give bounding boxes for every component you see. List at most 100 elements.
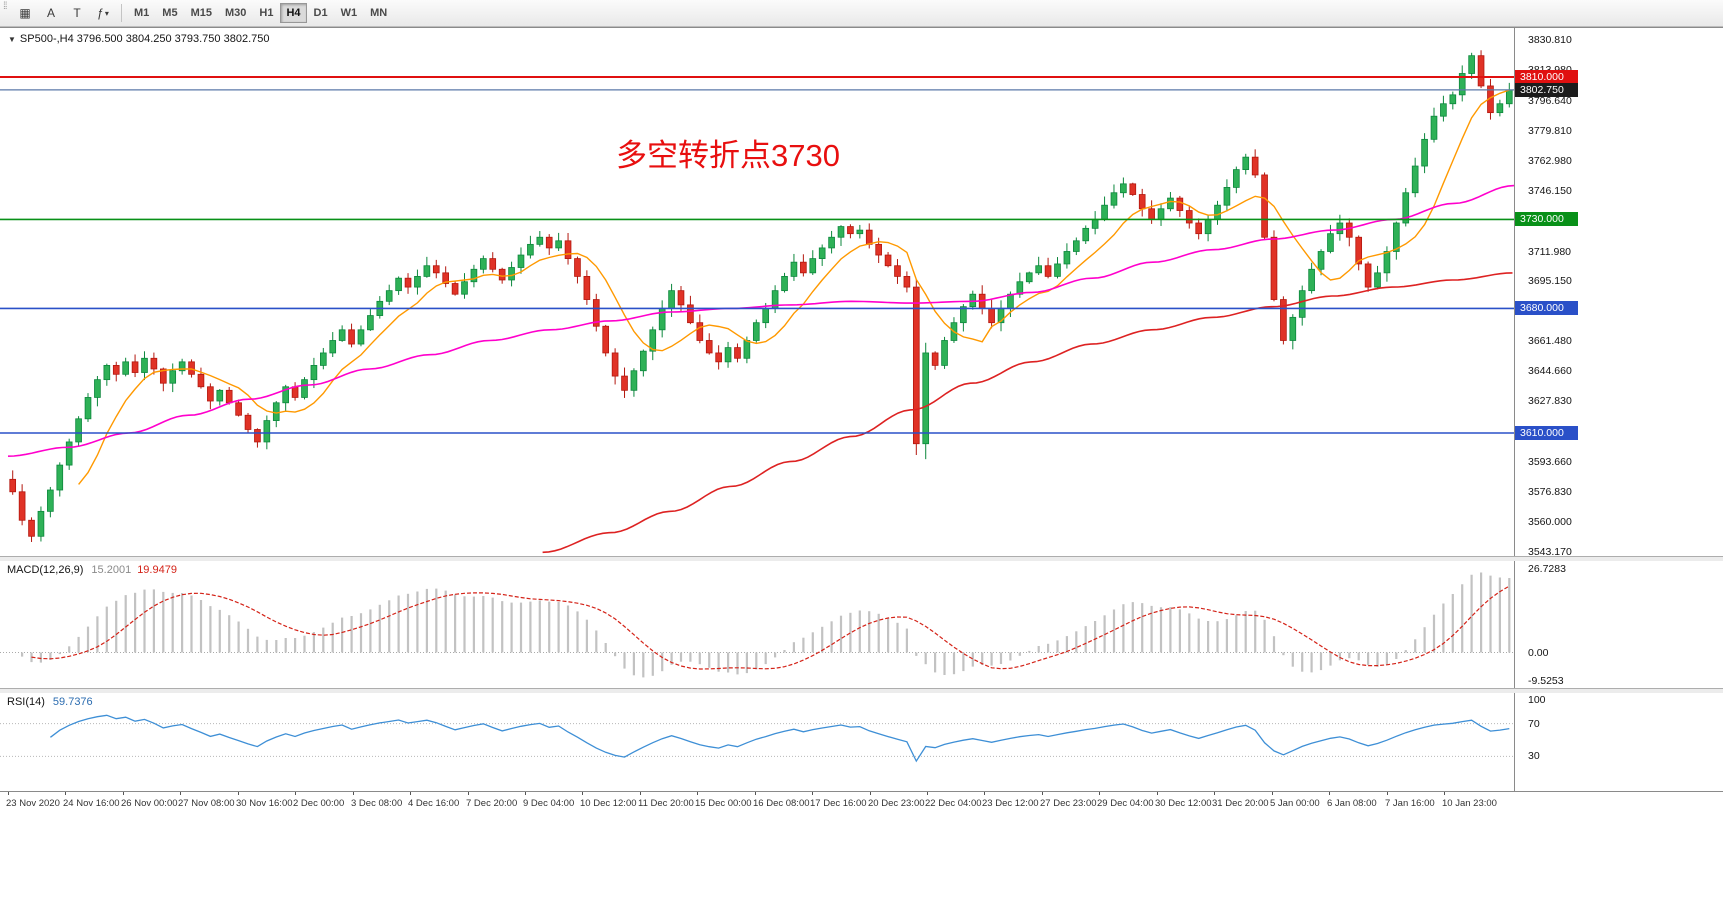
price-chart-panel[interactable]: ▼ SP500-,H4 3796.500 3804.250 3793.750 38…: [0, 27, 1723, 558]
time-axis-label: 29 Dec 04:00: [1097, 798, 1154, 809]
time-axis-label: 2 Dec 00:00: [293, 798, 345, 809]
price-axis-label: 3695.150: [1528, 275, 1572, 287]
time-axis[interactable]: 23 Nov 2020 24 Nov 16:00 26 Nov 00:00 27 No…: [0, 791, 1723, 813]
rsi-scale-70: 70: [1528, 718, 1540, 730]
time-axis-label: 31 Dec 20:00: [1212, 798, 1269, 809]
price-level-badge: 3610.000: [1515, 426, 1578, 440]
time-axis-label: 26 Nov 00:00: [121, 798, 178, 809]
time-axis-label: 22 Dec 04:00: [925, 798, 982, 809]
rsi-axis-line: [1514, 693, 1515, 791]
price-level-badge: 3730.000: [1515, 212, 1578, 226]
timeframe-button-W1[interactable]: W1: [340, 7, 358, 19]
window-footer: [0, 813, 1723, 897]
time-tick: [640, 792, 641, 795]
price-axis-label: 3627.830: [1528, 395, 1572, 407]
time-axis-label: 4 Dec 16:00: [408, 798, 460, 809]
time-axis-label: 7 Jan 16:00: [1385, 798, 1435, 809]
price-axis-label: 3644.660: [1528, 365, 1572, 377]
indicators-dropdown-icon[interactable]: ƒ ▾: [97, 6, 109, 20]
chart-header: ▼ SP500-,H4 3796.500 3804.250 3793.750 38…: [8, 33, 269, 45]
time-tick: [1042, 792, 1043, 795]
time-tick: [8, 792, 9, 795]
time-axis-label: 7 Dec 20:00: [466, 798, 518, 809]
time-axis-label: 27 Dec 23:00: [1040, 798, 1097, 809]
time-tick: [468, 792, 469, 795]
time-tick: [870, 792, 871, 795]
time-axis-label: 9 Dec 04:00: [523, 798, 575, 809]
toolbar-drag-handle[interactable]: ⁞⁞: [3, 1, 8, 12]
rsi-header: RSI(14) 59.7376: [7, 696, 93, 708]
price-axis-label: 3746.150: [1528, 185, 1572, 197]
time-axis-label: 30 Nov 16:00: [236, 798, 293, 809]
price-level-badge: 3802.750: [1515, 83, 1578, 97]
time-tick: [180, 792, 181, 795]
toolbar-separator: [121, 4, 122, 22]
time-tick: [812, 792, 813, 795]
timeframe-button-H1[interactable]: H1: [259, 7, 274, 19]
rsi-scale-100: 100: [1528, 694, 1546, 706]
time-axis-label: 23 Dec 12:00: [982, 798, 1039, 809]
time-tick: [1272, 792, 1273, 795]
time-tick: [697, 792, 698, 795]
timeframe-button-D1[interactable]: D1: [313, 7, 328, 19]
price-level-badge: 3810.000: [1515, 70, 1578, 84]
time-tick: [1329, 792, 1330, 795]
macd-label: MACD(12,26,9): [7, 564, 84, 576]
time-axis-label: 10 Dec 12:00: [580, 798, 637, 809]
time-tick: [123, 792, 124, 795]
time-tick: [295, 792, 296, 795]
time-tick: [238, 792, 239, 795]
time-axis-label: 30 Dec 12:00: [1155, 798, 1212, 809]
macd-panel[interactable]: MACD(12,26,9) 15.2001 19.9479 26.7283 0.00 -…: [0, 561, 1723, 689]
time-tick: [927, 792, 928, 795]
macd-main-value: 15.2001: [91, 564, 132, 576]
timeframe-button-MN[interactable]: MN: [370, 7, 388, 19]
macd-header: MACD(12,26,9) 15.2001 19.9479: [7, 564, 177, 576]
time-axis-label: 16 Dec 08:00: [753, 798, 810, 809]
time-axis-label: 27 Nov 08:00: [178, 798, 235, 809]
macd-axis-line: [1514, 561, 1515, 689]
price-axis-line: [1514, 28, 1515, 557]
rsi-scale-30: 30: [1528, 750, 1540, 762]
price-axis-label: 3560.000: [1528, 516, 1572, 528]
macd-scale-zero: 0.00: [1528, 647, 1549, 659]
time-tick: [1444, 792, 1445, 795]
macd-scale-max: 26.7283: [1528, 563, 1566, 575]
rsi-label: RSI(14): [7, 696, 45, 708]
timeframe-button-H4[interactable]: H4: [280, 3, 307, 23]
macd-signal-value: 19.9479: [137, 564, 177, 576]
price-axis-label: 3661.480: [1528, 335, 1572, 347]
timeframe-toolbar: M1 M5 M15 M30 H1 H4 D1 W1 MN: [128, 3, 393, 23]
timeframe-button-M1[interactable]: M1: [134, 7, 150, 19]
time-tick: [410, 792, 411, 795]
text-tool-icon[interactable]: T: [73, 6, 81, 20]
time-axis-label: 10 Jan 23:00: [1442, 798, 1497, 809]
price-level-badge: 3680.000: [1515, 301, 1578, 315]
time-tick: [65, 792, 66, 795]
price-axis-label: 3576.830: [1528, 486, 1572, 498]
rsi-plot: [0, 714, 1514, 763]
chart-header-text: SP500-,H4 3796.500 3804.250 3793.750 380…: [19, 33, 270, 45]
timeframe-button-M30[interactable]: M30: [224, 7, 247, 19]
price-axis-label: 3711.980: [1528, 246, 1572, 258]
symbol-marker-icon: ▼: [8, 35, 16, 44]
macd-scale-min: -9.5253: [1528, 675, 1564, 687]
chart-annotation[interactable]: 多空转折点3730: [616, 138, 840, 173]
time-axis-label: 5 Jan 00:00: [1270, 798, 1320, 809]
chart-window-icon[interactable]: ▦: [19, 6, 31, 20]
time-axis-label: 20 Dec 23:00: [868, 798, 925, 809]
timeframe-button-M5[interactable]: M5: [162, 7, 178, 19]
time-axis-label: 23 Nov 2020: [6, 798, 60, 809]
price-axis-label: 3762.980: [1528, 155, 1572, 167]
candlestick-plot[interactable]: [0, 28, 1514, 558]
rsi-panel[interactable]: RSI(14) 59.7376 100 70 30: [0, 693, 1723, 791]
time-axis-label: 11 Dec 20:00: [638, 798, 694, 809]
time-tick: [1214, 792, 1215, 795]
time-tick: [525, 792, 526, 795]
time-tick: [582, 792, 583, 795]
timeframe-button-M15[interactable]: M15: [190, 7, 212, 19]
cursor-tool-icon[interactable]: A: [46, 6, 55, 20]
